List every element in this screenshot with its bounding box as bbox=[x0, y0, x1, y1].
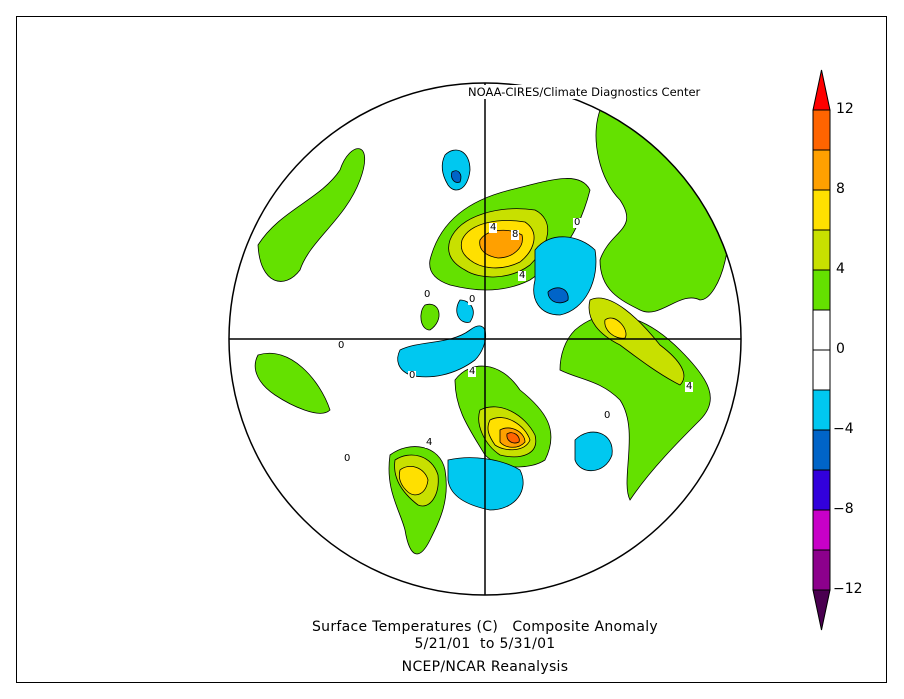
colorbar-segment bbox=[812, 309, 831, 351]
anomaly-region-warm bbox=[257, 148, 366, 282]
colorbar-segment bbox=[812, 189, 831, 231]
colorbar-segment bbox=[812, 349, 831, 391]
anomaly-region-warm-6-8 bbox=[604, 317, 627, 339]
contour-label: 4 bbox=[468, 366, 477, 377]
anomaly-region-warm bbox=[254, 352, 331, 414]
contour-label: 4 bbox=[685, 381, 694, 392]
anomaly-region-warm bbox=[595, 109, 729, 313]
contour-label: 0 bbox=[573, 217, 582, 228]
contour-label: 0 bbox=[423, 289, 432, 300]
anomaly-region-warm-6-8 bbox=[398, 466, 429, 496]
colorbar-tick-label: 4 bbox=[836, 261, 845, 277]
contour-label: 0 bbox=[337, 340, 346, 351]
contour-label: 0 bbox=[468, 294, 477, 305]
colorbar-segment bbox=[812, 229, 831, 271]
colorbar-tick-label: −4 bbox=[833, 421, 854, 437]
map-credit: NOAA-CIRES/Climate Diagnostics Center bbox=[466, 85, 703, 99]
date-range: 5/21/01 to 5/31/01 bbox=[414, 636, 556, 652]
colorbar-tick-label: −12 bbox=[833, 581, 863, 597]
anomaly-region-cold bbox=[441, 149, 471, 191]
contour-label: 8 bbox=[511, 229, 520, 240]
colorbar-segment bbox=[812, 109, 831, 151]
contour-label: 0 bbox=[603, 410, 612, 421]
colorbar-segment bbox=[812, 69, 831, 111]
chart-title: Surface Temperatures (C) Composite Anoma… bbox=[311, 619, 659, 635]
colorbar-segment bbox=[812, 149, 831, 191]
colorbar-segment bbox=[812, 429, 831, 471]
colorbar-segment bbox=[812, 549, 831, 591]
anomaly-region-cold bbox=[574, 431, 613, 472]
anomaly-region-cold-4-6 bbox=[451, 170, 462, 183]
colorbar bbox=[812, 69, 831, 631]
anomaly-region-warm bbox=[420, 303, 440, 331]
plot-frame bbox=[16, 16, 887, 683]
colorbar-tick-label: −8 bbox=[833, 501, 854, 517]
anomaly-region-cold-4-6 bbox=[547, 287, 569, 304]
colorbar-tick-label: 8 bbox=[836, 181, 845, 197]
contour-label: 4 bbox=[489, 222, 498, 233]
colorbar-tick-label: 12 bbox=[836, 101, 854, 117]
colorbar-segment bbox=[812, 589, 831, 631]
anomaly-region-cold bbox=[456, 299, 474, 323]
anomaly-region-warm-10-12 bbox=[506, 432, 520, 444]
colorbar-segment bbox=[812, 389, 831, 431]
contour-label: 0 bbox=[408, 370, 417, 381]
contour-label: 4 bbox=[425, 437, 434, 448]
anomaly-region-cold bbox=[533, 236, 597, 316]
colorbar-segment bbox=[812, 269, 831, 311]
colorbar-segment bbox=[812, 509, 831, 551]
colorbar-tick-label: 0 bbox=[836, 341, 845, 357]
data-source: NCEP/NCAR Reanalysis bbox=[401, 659, 569, 675]
colorbar-segment bbox=[812, 469, 831, 511]
map-boundary bbox=[228, 82, 742, 596]
contour-label: 4 bbox=[518, 270, 527, 281]
contour-label: 0 bbox=[343, 453, 352, 464]
